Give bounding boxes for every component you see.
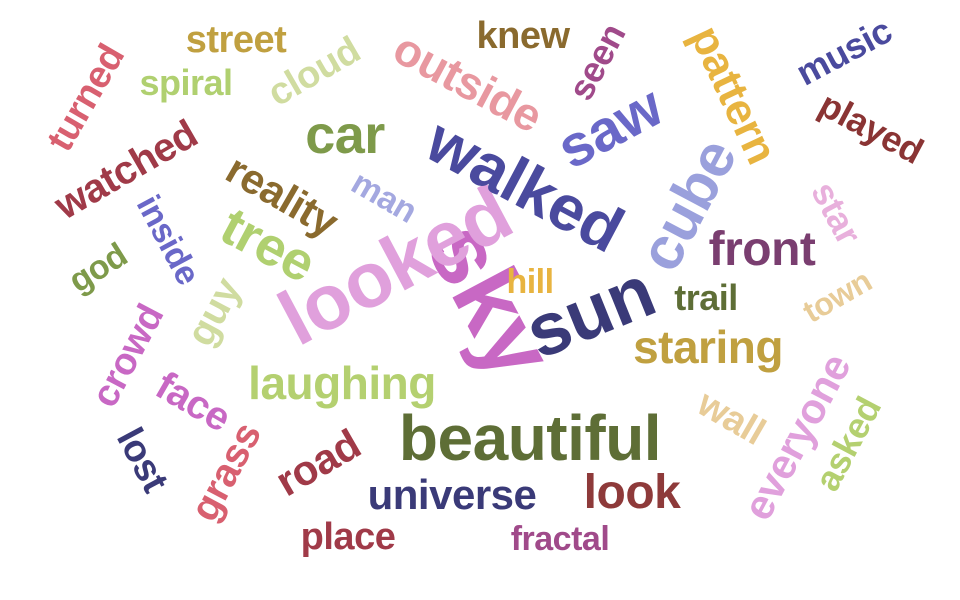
word-inside: inside <box>128 189 208 291</box>
word-guy: guy <box>178 270 250 354</box>
word-hill: hill <box>506 263 554 301</box>
word-wall: wall <box>690 382 772 454</box>
word-turned: turned <box>39 37 133 159</box>
word-music: music <box>789 9 899 94</box>
word-laughing: laughing <box>248 357 436 409</box>
word-played: played <box>812 83 930 172</box>
word-staring: staring <box>633 321 783 373</box>
word-knew: knew <box>476 15 570 57</box>
word-universe: universe <box>367 471 537 518</box>
word-lost: lost <box>108 421 176 499</box>
word-beautiful: beautiful <box>398 402 662 474</box>
word-saw: saw <box>546 73 673 182</box>
word-trail: trail <box>674 277 738 318</box>
word-grass: grass <box>182 415 270 529</box>
word-fractal: fractal <box>510 520 610 558</box>
word-place: place <box>300 516 396 558</box>
word-road: road <box>267 419 369 506</box>
word-god: god <box>62 235 134 301</box>
word-spiral: spiral <box>139 62 233 103</box>
word-look: look <box>583 466 681 519</box>
word-street: street <box>185 19 287 61</box>
word-front: front <box>708 223 816 276</box>
word-car: car <box>305 105 385 165</box>
